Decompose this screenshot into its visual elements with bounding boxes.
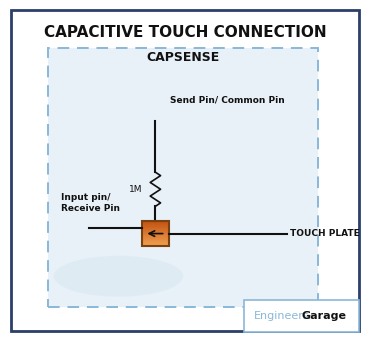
Bar [142, 233, 169, 234]
Bar [142, 225, 169, 226]
Bar [142, 232, 169, 233]
Text: Input pin/
Receive Pin: Input pin/ Receive Pin [61, 193, 120, 212]
Bar [142, 231, 169, 232]
Text: 1M: 1M [129, 185, 142, 194]
Bar [244, 300, 359, 332]
Bar [142, 244, 169, 245]
Bar [142, 239, 169, 240]
Bar [142, 240, 169, 241]
Text: TOUCH PLATE: TOUCH PLATE [290, 229, 360, 238]
Bar [142, 230, 169, 231]
Ellipse shape [54, 256, 183, 297]
Text: Send Pin/ Common Pin: Send Pin/ Common Pin [170, 95, 285, 104]
Bar [142, 243, 169, 244]
Bar [142, 242, 169, 243]
Bar [142, 227, 169, 228]
Bar [142, 237, 169, 238]
Bar [142, 235, 169, 236]
Text: Garage: Garage [302, 311, 347, 322]
Bar [142, 228, 169, 229]
Bar [142, 238, 169, 239]
Bar [142, 245, 169, 246]
Text: CAPACITIVE TOUCH CONNECTION: CAPACITIVE TOUCH CONNECTION [44, 25, 326, 40]
Text: Engineers: Engineers [253, 311, 309, 322]
Bar [142, 224, 169, 225]
Bar [142, 222, 169, 223]
Bar [142, 236, 169, 237]
Bar [142, 226, 169, 227]
Bar [142, 221, 169, 222]
Bar [142, 229, 169, 230]
Bar [142, 223, 169, 224]
Bar [142, 234, 169, 235]
Bar [142, 221, 169, 246]
Text: CAPSENSE: CAPSENSE [147, 51, 220, 64]
FancyBboxPatch shape [48, 48, 318, 307]
Bar [142, 241, 169, 242]
